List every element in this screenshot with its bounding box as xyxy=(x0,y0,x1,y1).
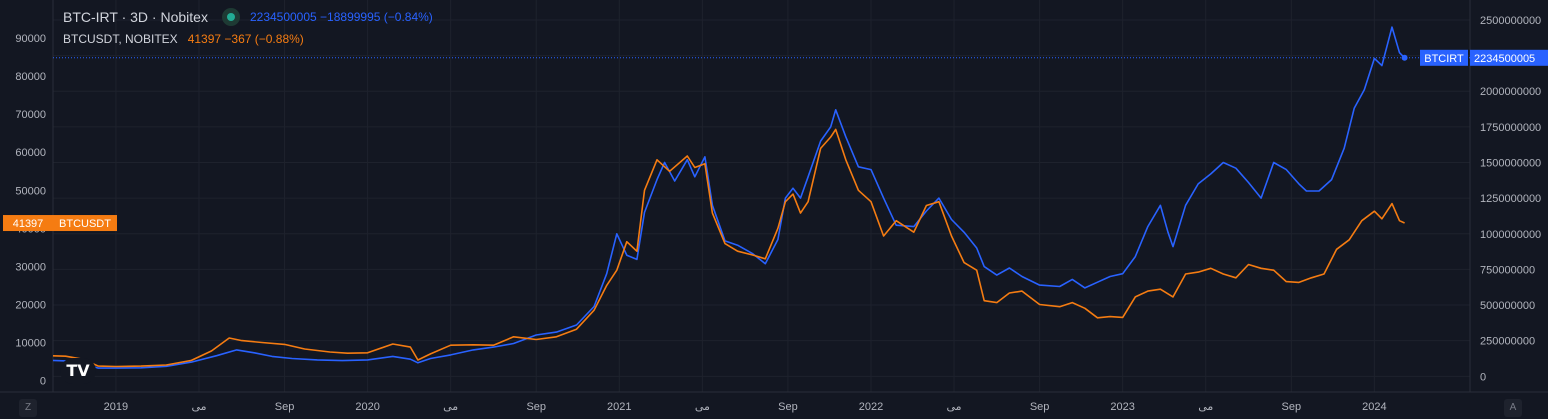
right-tick-label: 1000000000 xyxy=(1480,229,1541,241)
x-tick-label: 2021 xyxy=(607,401,631,413)
left-tick-label: 70000 xyxy=(15,109,46,121)
last-price-badge xyxy=(3,215,53,232)
x-tick-label: Sep xyxy=(1030,401,1050,413)
market-status-icon[interactable] xyxy=(221,8,240,26)
series-tag-usdt[interactable] xyxy=(53,215,117,232)
left-tick-label: 30000 xyxy=(15,261,46,273)
series-line-btcirt[interactable] xyxy=(52,26,1406,369)
right-tick-label: 250000000 xyxy=(1480,336,1535,348)
secondary-values: 41397 −367 (−0.88%) xyxy=(187,32,304,46)
x-tick-label: می xyxy=(695,401,710,413)
x-tick-label: Sep xyxy=(526,401,546,413)
secondary-symbol-label[interactable]: BTCUSDT, NOBITEX xyxy=(63,32,178,46)
right-tick-label: 0 xyxy=(1480,371,1486,383)
right-tick-label: 2000000000 xyxy=(1480,86,1541,98)
x-tick-label: می xyxy=(191,401,206,413)
right-axis-auto-button[interactable]: A xyxy=(1504,399,1522,417)
series-tag-label: BTCIRT xyxy=(1424,53,1464,65)
left-tick-label: 20000 xyxy=(15,299,46,311)
last-price-value: 2234500005 xyxy=(1474,53,1535,65)
x-tick-label: 2020 xyxy=(355,401,379,413)
legend-secondary-row[interactable]: BTCUSDT, NOBITEX 41397 −367 (−0.88%) xyxy=(63,28,433,50)
left-tick-label: 60000 xyxy=(15,147,46,159)
right-tick-label: 1750000000 xyxy=(1480,122,1541,134)
left-axis-zoom-button[interactable]: Z xyxy=(19,399,37,417)
series-line-btcusdt[interactable] xyxy=(52,128,1405,368)
status-dot xyxy=(226,13,235,21)
x-tick-label: 2023 xyxy=(1110,401,1134,413)
legend-main-row[interactable]: BTC-IRT · 3D · Nobitex 2234500005 −18899… xyxy=(63,6,433,28)
x-tick-label: Sep xyxy=(275,401,295,413)
x-tick-label: می xyxy=(443,401,458,413)
left-tick-label: 90000 xyxy=(15,33,46,45)
right-tick-label: 500000000 xyxy=(1480,300,1535,312)
left-tick-label: 80000 xyxy=(15,71,46,83)
left-tick-label: 10000 xyxy=(15,338,46,350)
right-tick-label: 750000000 xyxy=(1480,264,1535,276)
series-tag-label: BTCUSDT xyxy=(59,218,111,230)
x-tick-label: Sep xyxy=(1282,401,1302,413)
right-tick-label: 1500000000 xyxy=(1480,158,1541,170)
right-tick-label: 2500000000 xyxy=(1480,15,1541,27)
x-tick-label: می xyxy=(1198,401,1213,413)
right-tick-label: 1250000000 xyxy=(1480,193,1541,205)
main-symbol-label[interactable]: BTC-IRT · 3D · Nobitex xyxy=(63,9,208,25)
main-values: 2234500005 −18899995 (−0.84%) xyxy=(249,10,433,24)
x-tick-label: 2022 xyxy=(859,401,883,413)
tradingview-logo-icon[interactable]: TV xyxy=(60,358,96,384)
x-tick-label: Sep xyxy=(778,401,798,413)
x-tick-label: 2024 xyxy=(1362,401,1386,413)
left-tick-label: 50000 xyxy=(15,185,46,197)
x-tick-label: می xyxy=(947,401,962,413)
last-price-dot xyxy=(1401,54,1408,61)
left-tick-label: 0 xyxy=(40,376,46,388)
last-price-badge xyxy=(1470,49,1548,66)
x-tick-label: 2019 xyxy=(104,401,128,413)
series-tag-irt[interactable] xyxy=(1420,49,1468,66)
legend: BTC-IRT · 3D · Nobitex 2234500005 −18899… xyxy=(63,6,433,50)
last-price-value: 41397 xyxy=(13,218,44,230)
